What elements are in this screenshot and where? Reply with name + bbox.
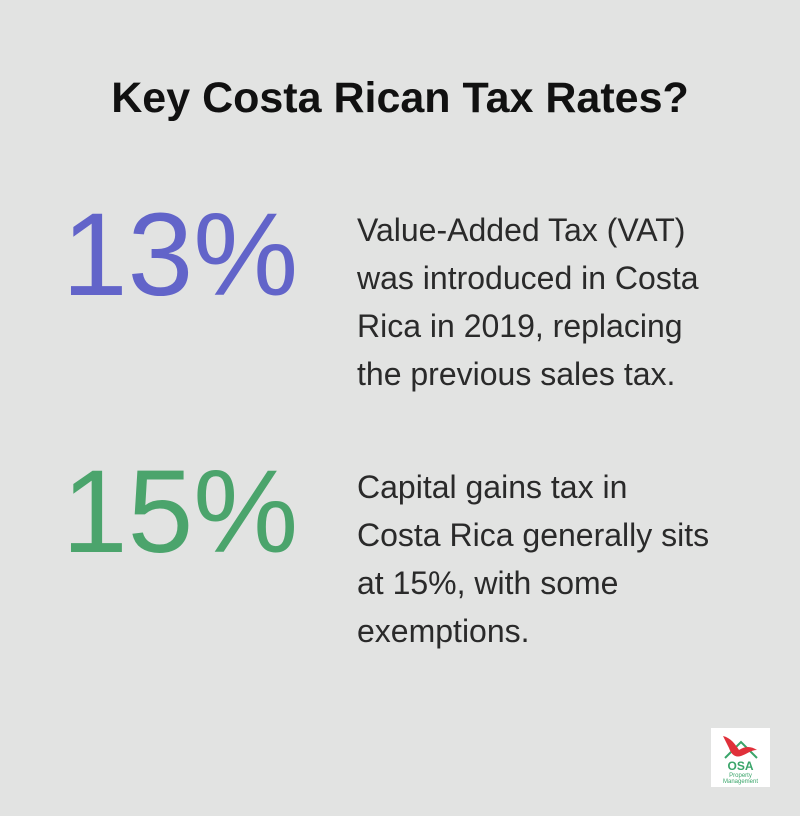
description: Capital gains tax in Costa Rica generally… bbox=[357, 463, 709, 655]
logo-line: Property bbox=[729, 773, 752, 779]
logo-icon bbox=[723, 736, 758, 759]
description-line: Value-Added Tax (VAT) bbox=[357, 212, 686, 248]
description-line: exemptions. bbox=[357, 613, 530, 649]
description-line: at 15%, with some bbox=[357, 565, 619, 601]
description-line: was introduced in Costa bbox=[357, 260, 699, 296]
title: Key Costa Rican Tax Rates? bbox=[111, 74, 689, 122]
description-line: the previous sales tax. bbox=[357, 356, 676, 392]
logo-name: OSA bbox=[727, 759, 754, 773]
description: Value-Added Tax (VAT) was introduced in C… bbox=[357, 206, 699, 398]
description-line: Capital gains tax in bbox=[357, 469, 628, 505]
description-line: Rica in 2019, replacing bbox=[357, 308, 683, 344]
description-line: Costa Rica generally sits bbox=[357, 517, 710, 553]
stat: 13% bbox=[62, 189, 299, 321]
logo-line: Management bbox=[722, 779, 759, 785]
stat: 15% bbox=[62, 446, 299, 578]
logo: OSA Property Management bbox=[711, 728, 770, 787]
